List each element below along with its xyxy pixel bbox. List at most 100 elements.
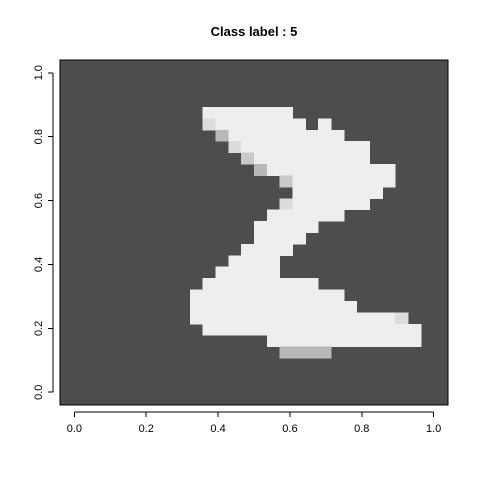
image-cell — [266, 232, 281, 245]
image-cell — [395, 323, 409, 336]
image-cell — [266, 152, 281, 165]
image-cell — [305, 129, 319, 142]
image-cell — [189, 289, 204, 302]
image-cell — [266, 312, 281, 325]
image-cell — [318, 300, 332, 313]
image-cell — [202, 118, 217, 131]
image-cell — [254, 323, 268, 336]
image-cell — [343, 152, 358, 165]
image-cell — [292, 335, 306, 348]
image-cell — [241, 278, 255, 291]
image-cell — [266, 335, 281, 348]
x-tick-label: 0.8 — [354, 423, 369, 435]
y-tick-label: 0.8 — [33, 129, 45, 144]
image-cell — [279, 141, 293, 154]
image-cell — [228, 129, 242, 142]
image-cell — [318, 186, 332, 199]
image-cell — [330, 289, 345, 302]
image-cell — [254, 164, 268, 176]
image-cell — [305, 209, 319, 222]
image-cell — [330, 312, 345, 325]
image-cell — [215, 118, 229, 131]
image-cell — [343, 323, 358, 336]
image-cell — [318, 175, 332, 188]
image-cell — [241, 141, 255, 154]
image-cell — [266, 209, 281, 222]
image-cell — [279, 335, 293, 348]
image-cell — [292, 152, 306, 165]
image-cell — [382, 335, 396, 348]
image-cell — [266, 278, 281, 291]
image-cell — [330, 209, 345, 222]
image-cell — [318, 312, 332, 325]
plot-area — [59, 59, 449, 406]
image-cell — [318, 209, 332, 222]
image-cell — [279, 129, 293, 142]
image-cell — [266, 164, 281, 176]
image-cell — [279, 312, 293, 325]
image-cell — [305, 335, 319, 348]
image-cell — [318, 198, 332, 211]
image-cell — [292, 118, 306, 131]
x-tick-label: 0.2 — [139, 423, 154, 435]
image-cell — [305, 323, 319, 336]
image-cell — [292, 221, 306, 233]
image-cell — [279, 289, 293, 302]
image-cell — [228, 300, 242, 313]
image-cell — [266, 118, 281, 131]
image-cell — [241, 118, 255, 131]
image-cell — [254, 221, 268, 233]
image-cell — [266, 243, 281, 256]
image-cell — [254, 152, 268, 165]
image-cell — [395, 335, 409, 348]
image-cell — [228, 312, 242, 325]
image-cell — [369, 186, 383, 199]
y-tick-label: 0.2 — [33, 321, 45, 336]
image-cell — [305, 164, 319, 176]
image-cell — [266, 300, 281, 313]
image-cell — [266, 221, 281, 233]
image-cell — [305, 278, 319, 291]
image-cell — [292, 129, 306, 142]
image-cell — [228, 255, 242, 268]
image-cell — [254, 107, 268, 119]
image-cell — [382, 323, 396, 336]
image-cell — [343, 175, 358, 188]
image-cell — [254, 243, 268, 256]
x-tick-label: 1.0 — [426, 423, 441, 435]
image-cell — [215, 312, 229, 325]
image-cell — [292, 346, 306, 359]
image-cell — [228, 107, 242, 119]
image-cell — [407, 323, 422, 336]
image-cell — [241, 255, 255, 268]
image-cell — [228, 118, 242, 131]
image-cell — [330, 323, 345, 336]
image-cell — [330, 175, 345, 188]
image-cell — [254, 118, 268, 131]
image-cell — [266, 266, 281, 279]
image-cell — [279, 323, 293, 336]
image-cell — [356, 312, 370, 325]
image-cell — [266, 255, 281, 268]
image-cell — [279, 346, 293, 359]
x-tick-label: 0.4 — [210, 423, 225, 435]
image-cell — [279, 209, 293, 222]
image-cell — [292, 232, 306, 245]
image-cell — [356, 186, 370, 199]
image-cell — [305, 346, 319, 359]
image-cell — [305, 300, 319, 313]
image-cell — [318, 335, 332, 348]
image-cell — [279, 107, 293, 119]
image-cell — [318, 346, 332, 359]
image-cells — [189, 107, 422, 359]
image-cell — [318, 289, 332, 302]
image-cell — [292, 312, 306, 325]
image-cell — [189, 312, 204, 325]
image-cell — [292, 300, 306, 313]
chart-title: Class label : 5 — [211, 24, 298, 39]
image-cell — [356, 198, 370, 211]
image-cell — [254, 129, 268, 142]
image-cell — [330, 335, 345, 348]
image-cell — [254, 266, 268, 279]
